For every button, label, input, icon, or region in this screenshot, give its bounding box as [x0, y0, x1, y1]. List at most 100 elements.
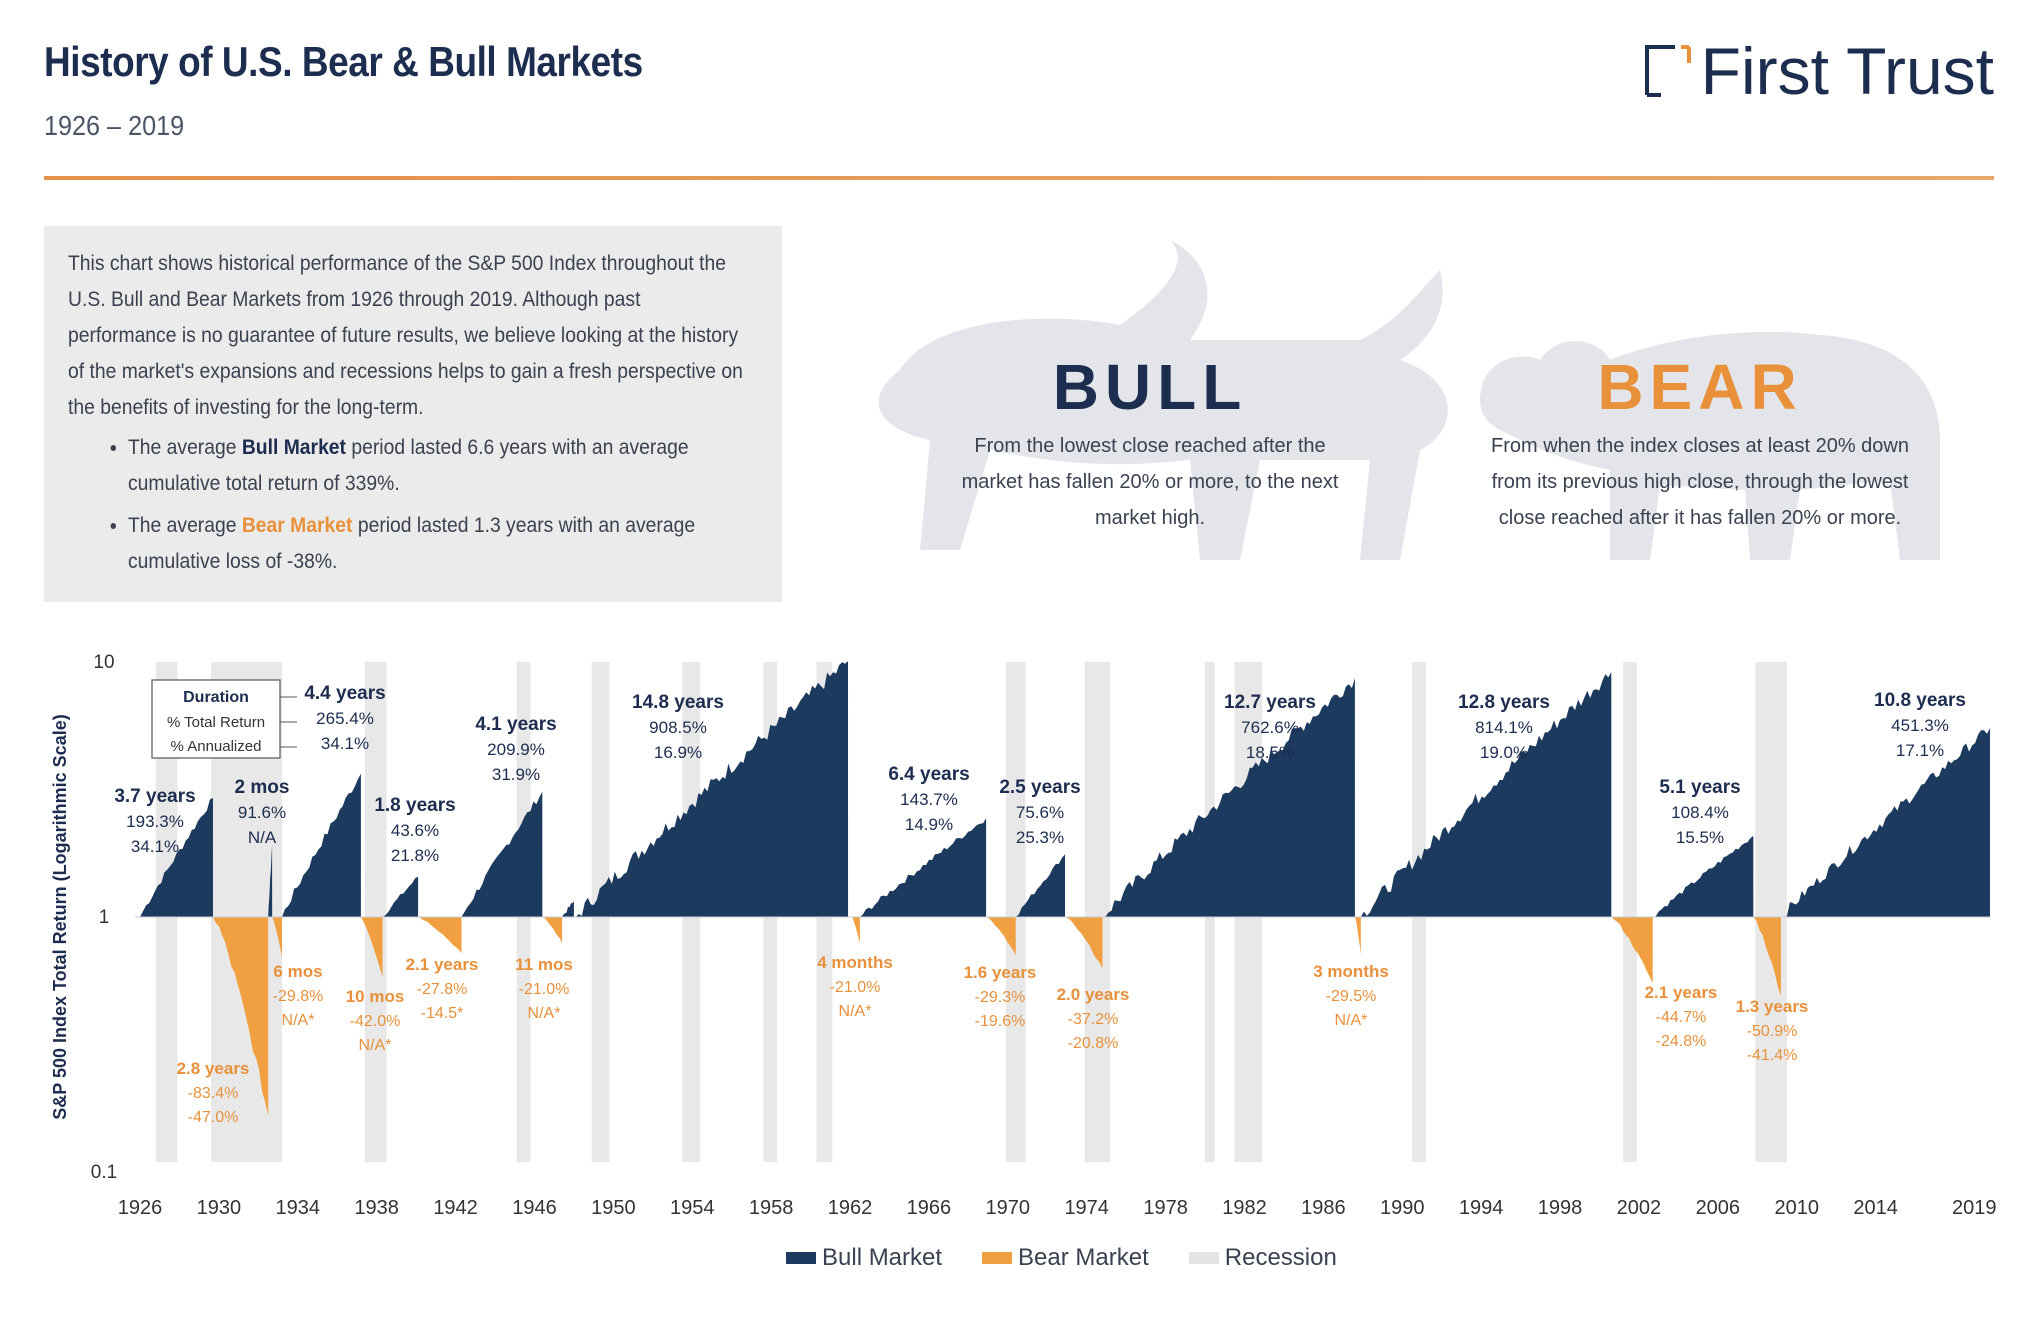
- bull-total-label: 91.6%: [238, 803, 286, 822]
- header-divider: [44, 176, 1994, 180]
- bull-area: [859, 818, 987, 917]
- bear-duration-label: 11 mos: [515, 955, 573, 974]
- x-tick-label: 1966: [907, 1197, 952, 1219]
- x-tick-label: 1930: [197, 1197, 242, 1219]
- bull-total-label: 451.3%: [1891, 716, 1949, 735]
- bullet-bull-pre: The average: [128, 436, 242, 459]
- y-tick-label: 1: [99, 907, 110, 928]
- bear-duration-label: 2.0 years: [1057, 985, 1130, 1004]
- logo-text: First Trust: [1700, 34, 1994, 108]
- legend-bear-label: Bear Market: [1018, 1244, 1149, 1271]
- bear-duration-label: 2.1 years: [406, 955, 479, 974]
- bear-total-label: -21.0%: [830, 979, 881, 996]
- bear-total-label: -27.8%: [417, 981, 468, 998]
- bear-annualized-label: -14.5*: [421, 1005, 464, 1022]
- bull-area: [1102, 678, 1355, 917]
- bear-heading: BEAR: [1597, 351, 1803, 423]
- bull-area: [140, 797, 213, 917]
- bear-annualized-label: -24.8%: [1656, 1033, 1707, 1050]
- recession-band: [1005, 662, 1026, 1162]
- x-tick-label: 1934: [276, 1197, 321, 1219]
- x-tick-label: 1974: [1064, 1197, 1109, 1219]
- bear-area: [542, 917, 563, 944]
- x-tick-label: 1950: [591, 1197, 636, 1219]
- y-axis-label: S&P 500 Index Total Return (Logarithmic …: [50, 714, 70, 1119]
- bear-duration-label: 1.3 years: [1736, 997, 1809, 1016]
- legend-bull: Bull Market: [786, 1244, 942, 1272]
- bear-total-label: -37.2%: [1068, 1011, 1119, 1028]
- intro-bullets: The average Bull Market period lasted 6.…: [68, 430, 758, 580]
- bull-area: [1652, 835, 1754, 917]
- x-tick-label: 1990: [1380, 1197, 1425, 1219]
- legend-bear-swatch: [982, 1252, 1013, 1264]
- intro-paragraph: This chart shows historical performance …: [68, 252, 743, 419]
- bullet-bull-em: Bull Market: [241, 436, 346, 459]
- bear-duration-label: 10 mos: [346, 987, 405, 1006]
- legend-bull-label: Bull Market: [822, 1244, 943, 1271]
- logo-bracket-icon: [1644, 45, 1691, 97]
- bull-total-label: 108.4%: [1671, 803, 1729, 822]
- bull-total-label: 908.5%: [649, 718, 707, 737]
- bear-annualized-label: N/A*: [528, 1005, 561, 1022]
- bull-annualized-label: 17.1%: [1896, 741, 1944, 760]
- bear-duration-label: 1.6 years: [964, 963, 1037, 982]
- bear-area: [1354, 917, 1361, 955]
- bull-duration-label: 4.4 years: [304, 683, 385, 704]
- x-tick-label: 1994: [1459, 1197, 1504, 1219]
- bull-area: [1015, 854, 1065, 917]
- bear-total-label: -29.8%: [273, 988, 324, 1005]
- bull-total-label: 814.1%: [1475, 718, 1533, 737]
- x-tick-label: 1982: [1222, 1197, 1267, 1219]
- bull-duration-label: 5.1 years: [1659, 777, 1740, 798]
- bull-area: [1780, 728, 1990, 917]
- bull-duration-label: 12.8 years: [1458, 692, 1550, 713]
- bear-area: [418, 917, 462, 954]
- bear-duration-label: 4 months: [817, 953, 893, 972]
- bear-area: [851, 917, 860, 944]
- bear-total-label: -29.3%: [975, 989, 1026, 1006]
- bullet-bear: The average Bear Market period lasted 1.…: [128, 508, 754, 580]
- bull-duration-label: 12.7 years: [1224, 692, 1316, 713]
- bear-annualized-label: N/A*: [282, 1012, 315, 1029]
- x-tick-label: 1942: [433, 1197, 478, 1219]
- x-tick-label: 1998: [1538, 1197, 1583, 1219]
- x-tick-label: 1958: [749, 1197, 794, 1219]
- bull-area: [268, 844, 273, 917]
- x-tick-label: 1938: [354, 1197, 399, 1219]
- bull-area: [1360, 672, 1612, 917]
- bullet-bear-em: Bear Market: [241, 514, 353, 537]
- bull-annualized-label: 16.9%: [654, 743, 702, 762]
- bear-annualized-label: -20.8%: [1068, 1035, 1119, 1052]
- bull-total-label: 265.4%: [316, 709, 374, 728]
- key-total-label: % Total Return: [167, 714, 265, 731]
- bull-duration-label: 14.8 years: [632, 692, 724, 713]
- bull-area: [382, 876, 419, 917]
- bear-total-label: -44.7%: [1656, 1009, 1707, 1026]
- bull-duration-label: 2.5 years: [999, 777, 1080, 798]
- bullet-bull-post: period lasted 6.6 years with an average …: [128, 436, 689, 495]
- legend-bull-swatch: [786, 1252, 816, 1264]
- bull-annualized-label: 15.5%: [1676, 828, 1724, 847]
- bull-annualized-label: 34.1%: [131, 837, 179, 856]
- bull-total-label: 75.6%: [1016, 803, 1064, 822]
- bear-area: [360, 917, 383, 978]
- key-box: [151, 679, 281, 759]
- bull-duration-label: 6.4 years: [888, 764, 969, 785]
- recession-band: [1623, 662, 1637, 1162]
- legend-recession-swatch: [1188, 1252, 1219, 1264]
- bull-annualized-label: 21.8%: [391, 846, 439, 865]
- bull-annualized-label: 19.0%: [1480, 743, 1528, 762]
- bear-annualized-label: N/A*: [1335, 1012, 1368, 1029]
- bear-definition: From when the index closes at least 20% …: [1491, 435, 1909, 529]
- recession-band: [1084, 662, 1111, 1162]
- bull-annualized-label: N/A: [248, 828, 277, 847]
- bull-annualized-label: 14.9%: [905, 815, 953, 834]
- bear-area: [1065, 917, 1103, 969]
- x-tick-label: 1970: [986, 1197, 1031, 1219]
- bull-duration-label: 3.7 years: [114, 786, 195, 807]
- bear-total-label: -83.4%: [188, 1085, 239, 1102]
- bullet-bear-pre: The average: [128, 514, 242, 537]
- y-tick-label: 10: [93, 652, 114, 673]
- bullet-bull: The average Bull Market period lasted 6.…: [128, 430, 754, 502]
- bear-total-label: -29.5%: [1326, 988, 1377, 1005]
